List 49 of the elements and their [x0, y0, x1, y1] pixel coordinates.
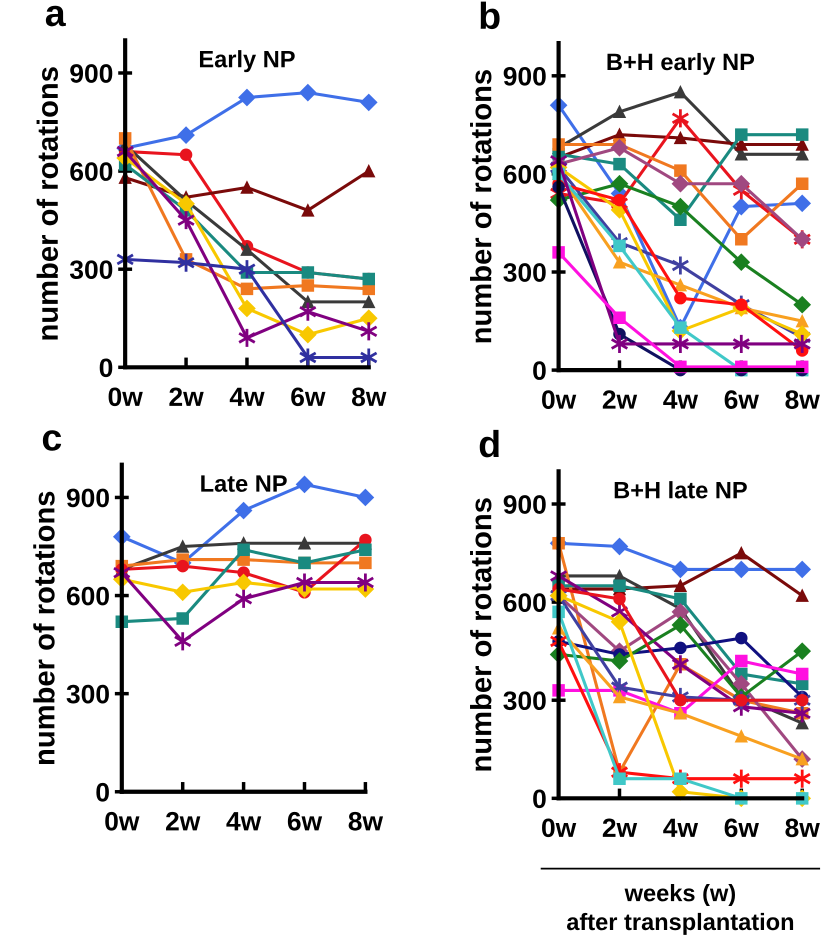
y-tick-label: 300	[503, 691, 546, 710]
x-tick-label: 8w	[785, 390, 820, 409]
x-tick-label: 6w	[724, 818, 759, 838]
x-tick-label: 4w	[663, 818, 698, 837]
y-tick-label: 0	[100, 358, 112, 378]
x-tick-label: 4w	[230, 388, 265, 406]
x-tick-label: 8w	[785, 818, 820, 838]
y-tick-label: 900	[70, 64, 112, 83]
x-tick-label: 0w	[108, 387, 143, 406]
y-tick-label: 600	[70, 162, 112, 181]
x-tick-label: 0w	[105, 812, 140, 831]
x-tick-label: 8w	[348, 812, 384, 831]
x-tick-label: 0w	[542, 818, 576, 838]
y-tick-label: 900	[504, 66, 546, 86]
x-tick-label: 4w	[226, 812, 262, 830]
y-axis-title: number of rotations	[470, 70, 492, 342]
x-tick-label: 0w	[542, 390, 576, 409]
x-tick-label: 6w	[724, 390, 759, 409]
y-tick-label: 900	[66, 488, 109, 508]
y-tick-label: 900	[504, 495, 546, 514]
x-tick-label: 4w	[663, 390, 698, 409]
chart-title: Late NP	[201, 475, 287, 492]
x-tick-label: 6w	[288, 812, 322, 831]
chart-title: B+H late NP	[614, 481, 747, 498]
x-axis-title: weeks (w) after transplantation	[566, 884, 794, 935]
chart-title: B+H early NP	[608, 52, 754, 75]
x-tick-label: 2w	[169, 387, 204, 406]
y-tick-label: 300	[503, 263, 546, 282]
y-axis-title: number of rotations	[36, 67, 58, 340]
text: b	[480, 2, 500, 30]
text: d	[480, 430, 499, 458]
x-tick-label: 2w	[166, 812, 200, 830]
text: c	[42, 430, 62, 451]
y-tick-label: 0	[533, 361, 546, 380]
y-tick-label: 300	[70, 260, 112, 280]
x-tick-label: 2w	[602, 818, 638, 837]
y-tick-label: 0	[533, 789, 546, 808]
y-tick-label: 600	[504, 165, 546, 184]
y-tick-label: 0	[96, 782, 109, 802]
y-tick-label: 300	[66, 684, 109, 704]
y-tick-label: 600	[504, 593, 546, 612]
x-tick-label: 2w	[602, 390, 638, 409]
y-axis-title: number of rotations	[470, 498, 492, 771]
x-tick-label: 8w	[352, 387, 386, 406]
x-tick-label: 6w	[291, 387, 326, 406]
text: a	[46, 6, 66, 26]
chart-title: Early NP	[200, 50, 295, 72]
y-tick-label: 600	[66, 586, 109, 606]
y-axis-title: number of rotations	[33, 492, 55, 764]
